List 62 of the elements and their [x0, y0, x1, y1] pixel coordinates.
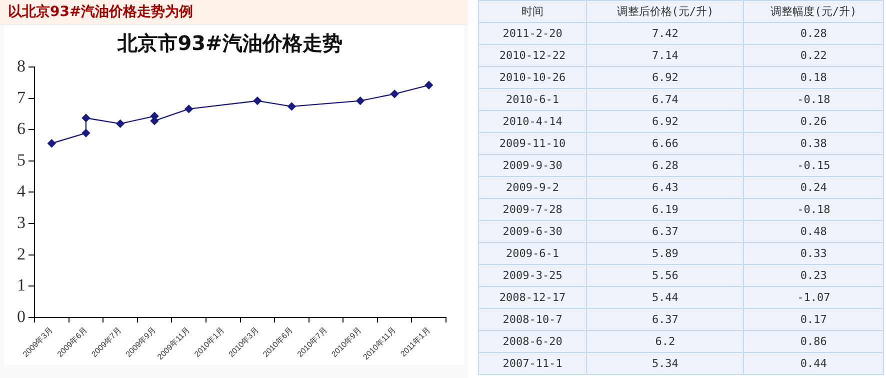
text: 2008-10-7 — [478, 308, 587, 330]
text: 6.19 — [586, 198, 744, 220]
text: 0.22 — [744, 44, 884, 66]
y-tick-label: 7 — [17, 88, 26, 107]
text: 6.66 — [586, 132, 744, 154]
text: 2010-6-1 — [478, 88, 587, 110]
text: 0.38 — [744, 132, 884, 154]
text: 调整后价格(元/升) — [586, 0, 744, 22]
text: 2009-9-2 — [478, 176, 587, 198]
text: 2009-7-28 — [478, 198, 587, 220]
y-tick-label: 6 — [17, 119, 26, 138]
text: 6.28 — [586, 154, 744, 176]
text: -0.18 — [744, 198, 884, 220]
text: 7.14 — [586, 44, 744, 66]
text: 0.86 — [744, 330, 884, 352]
text: 6.92 — [586, 110, 744, 132]
y-tick-label: 3 — [17, 212, 26, 232]
y-tick-label: 5 — [17, 150, 26, 170]
text: 5.89 — [586, 242, 744, 264]
text: 6.37 — [586, 220, 744, 242]
text: 0.44 — [744, 352, 884, 374]
text: 2009-11-10 — [478, 132, 587, 154]
text: 2007-11-1 — [478, 352, 587, 374]
text: 2011-2-20 — [478, 22, 587, 44]
text: 5.56 — [586, 264, 744, 286]
text: 0.33 — [744, 242, 884, 264]
text: 2009-6-1 — [478, 242, 587, 264]
text: 调整幅度(元/升) — [744, 0, 884, 22]
text: 0.48 — [744, 220, 884, 242]
text: 0.26 — [744, 110, 884, 132]
text: 7.42 — [586, 22, 744, 44]
y-tick-label: 1 — [17, 276, 26, 295]
y-tick-label: 2 — [17, 244, 26, 264]
text: 2009-9-30 — [478, 154, 587, 176]
text: 6.37 — [586, 308, 744, 330]
text: 2008-12-17 — [478, 286, 587, 308]
text: 0.17 — [744, 308, 884, 330]
text: -1.07 — [744, 286, 884, 308]
y-tick-label: 0 — [17, 306, 26, 326]
text: 0.24 — [744, 176, 884, 198]
text: 2008-6-20 — [478, 330, 587, 352]
text: 2010-4-14 — [478, 110, 587, 132]
text: 6.74 — [586, 88, 744, 110]
text: 6.92 — [586, 66, 744, 88]
text: 2010-10-26 — [478, 66, 587, 88]
text: 0.18 — [744, 66, 884, 88]
text: 6.2 — [586, 330, 744, 352]
text: 以北京93#汽油价格走势为例 — [0, 0, 468, 25]
text: -0.18 — [744, 88, 884, 110]
text: 6.43 — [586, 176, 744, 198]
text: 5.34 — [586, 352, 744, 374]
text: 时间 — [478, 0, 587, 22]
chart-title: 北京市93#汽油价格走势 — [116, 31, 342, 56]
text: 0.23 — [744, 264, 884, 286]
text: -0.15 — [744, 154, 884, 176]
text: 2010-12-22 — [478, 44, 587, 66]
text: 5.44 — [586, 286, 744, 308]
text: 2009-3-25 — [478, 264, 587, 286]
text: 2009-6-30 — [478, 220, 587, 242]
text: 0.28 — [744, 22, 884, 44]
y-tick-label: 8 — [17, 56, 26, 76]
y-tick-label: 4 — [17, 182, 26, 201]
